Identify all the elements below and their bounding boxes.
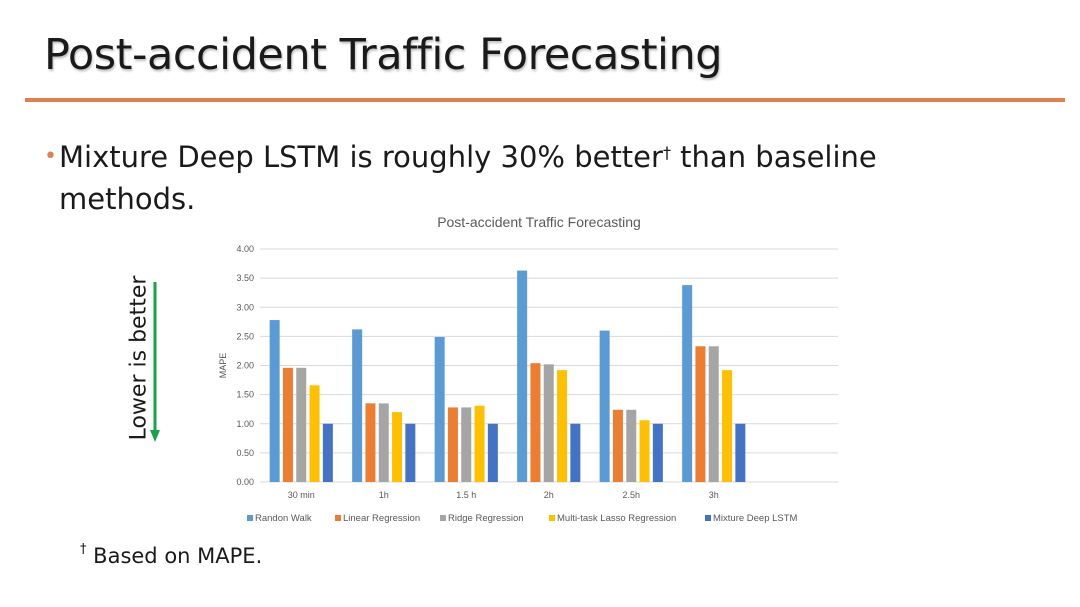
x-tick-label: 1h <box>379 490 389 500</box>
y-tick-label: 1.00 <box>236 419 254 429</box>
slide-title: Post-accident Traffic Forecasting <box>44 30 723 80</box>
legend-swatch <box>440 515 446 521</box>
y-tick-label: 1.50 <box>236 390 254 400</box>
x-tick-label: 2h <box>544 490 554 500</box>
bar <box>474 405 485 482</box>
y-tick-label: 2.50 <box>236 331 254 341</box>
y-tick-label: 0.50 <box>236 448 254 458</box>
bar <box>517 270 528 482</box>
bar <box>557 370 568 482</box>
bar <box>352 329 363 482</box>
bar <box>570 423 581 482</box>
bar <box>682 285 693 482</box>
legend-swatch <box>247 515 253 521</box>
bar <box>695 346 706 482</box>
footnote-text: Based on MAPE. <box>86 544 263 568</box>
chart-title: Post-accident Traffic Forecasting <box>437 214 641 230</box>
y-axis-label: MAPE <box>218 353 228 379</box>
x-tick-label: 30 min <box>288 490 315 500</box>
bullet-dagger: † <box>662 143 671 162</box>
bar <box>296 367 307 482</box>
y-tick-label: 4.00 <box>236 244 254 254</box>
bar <box>652 423 663 482</box>
bar <box>639 420 650 482</box>
bar <box>708 346 719 482</box>
legend-label: Multi-task Lasso Regression <box>557 513 676 524</box>
legend-label: Ridge Regression <box>448 513 524 524</box>
bar <box>599 330 610 482</box>
bar <box>530 363 541 482</box>
x-tick-label: 2.5h <box>622 490 640 500</box>
bullet-text: Mixture Deep LSTM is roughly 30% better†… <box>59 136 919 220</box>
bar <box>365 403 376 482</box>
bullet-main: Mixture Deep LSTM is roughly 30% better <box>59 140 663 174</box>
bar <box>543 364 554 482</box>
bar <box>269 320 280 482</box>
bar <box>626 409 637 482</box>
legend-label: Randon Walk <box>255 513 312 524</box>
bullet-dot-icon: • <box>44 144 57 169</box>
legend-swatch <box>549 515 555 521</box>
legend-swatch <box>705 515 711 521</box>
legend-label: Mixture Deep LSTM <box>713 513 798 524</box>
y-tick-label: 3.50 <box>236 273 254 283</box>
bar <box>322 423 333 482</box>
footnote: † Based on MAPE. <box>80 542 263 568</box>
bar <box>392 412 403 482</box>
bar <box>405 423 416 482</box>
bar <box>487 423 498 482</box>
bullet-rest: than baseline methods. <box>59 140 877 216</box>
bar <box>735 423 746 482</box>
bar <box>612 409 623 482</box>
bar <box>282 367 293 482</box>
title-divider <box>25 98 1065 102</box>
bar-chart: Post-accident Traffic Forecasting 0.00 0.5… <box>218 214 838 524</box>
bar <box>309 385 320 482</box>
x-tick-label: 1.5 h <box>456 490 476 500</box>
y-tick-label: 2.00 <box>236 361 254 371</box>
y-tick-label: 3.00 <box>236 302 254 312</box>
bar <box>722 370 733 482</box>
down-arrow-icon <box>150 282 160 442</box>
bar <box>461 407 472 482</box>
bar <box>378 403 389 482</box>
bar <box>434 336 445 482</box>
legend-label: Linear Regression <box>343 513 420 524</box>
y-tick-label: 0.00 <box>236 477 254 487</box>
bar <box>447 407 458 482</box>
footnote-dagger: † <box>80 542 87 557</box>
x-tick-label: 3h <box>709 490 719 500</box>
legend-swatch <box>335 515 341 521</box>
